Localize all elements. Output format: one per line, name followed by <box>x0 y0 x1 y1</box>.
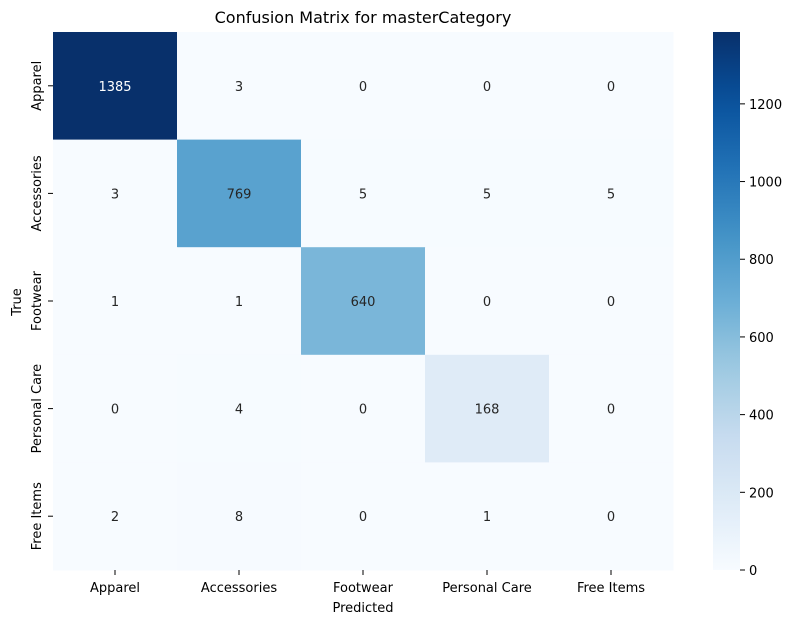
heatmap-cell <box>301 462 426 571</box>
colorbar-tick-label: 200 <box>749 486 774 501</box>
heatmap-cell <box>301 247 426 356</box>
heatmap-cell-labels: 1385 3 0 0 0 3 769 5 5 5 1 1 640 0 0 0 4 0 168 0 2 8 0 1 0 <box>98 80 615 525</box>
x-tick-label: Apparel <box>90 581 140 596</box>
colorbar-tick-label: 400 <box>749 409 774 424</box>
cell-value-label: 1 <box>111 295 119 310</box>
heatmap-cell <box>301 32 426 141</box>
cell-value-label: 1 <box>235 295 243 310</box>
heatmap-cells <box>53 32 674 571</box>
heatmap-cell <box>549 462 674 571</box>
colorbar-ticks: 0 200 400 600 800 1000 1200 <box>740 98 782 579</box>
cell-value-label: 769 <box>227 187 252 202</box>
heatmap-cell <box>425 462 550 571</box>
heatmap-cell <box>177 354 302 463</box>
cell-value-label: 0 <box>359 80 367 95</box>
cell-value-label: 0 <box>111 403 119 418</box>
heatmap-cell <box>53 139 178 248</box>
heatmap-cell <box>53 247 178 356</box>
x-tick-label: Footwear <box>333 581 394 596</box>
cell-value-label: 5 <box>607 187 615 202</box>
heatmap-cell <box>301 139 426 248</box>
heatmap-cell <box>177 139 302 248</box>
heatmap-cell <box>549 354 674 463</box>
cell-value-label: 0 <box>483 80 491 95</box>
heatmap-cell <box>53 32 178 141</box>
x-tick-label: Free Items <box>577 581 645 596</box>
chart-title: Confusion Matrix for masterCategory <box>215 8 512 27</box>
cell-value-label: 0 <box>607 403 615 418</box>
colorbar-tick-label: 0 <box>749 564 757 579</box>
x-tick-label: Accessories <box>201 581 277 596</box>
heatmap-cell <box>549 247 674 356</box>
colorbar-tick-label: 600 <box>749 331 774 346</box>
cell-value-label: 0 <box>607 510 615 525</box>
colorbar-tick-label: 1200 <box>749 98 782 113</box>
cell-value-label: 2 <box>111 510 119 525</box>
cell-value-label: 0 <box>359 510 367 525</box>
cell-value-label: 0 <box>607 80 615 95</box>
heatmap-cell <box>177 462 302 571</box>
cell-value-label: 0 <box>607 295 615 310</box>
cell-value-label: 8 <box>235 510 243 525</box>
heatmap-cell <box>301 354 426 463</box>
y-tick-label: Accessories <box>30 155 45 231</box>
heatmap-cell <box>177 32 302 141</box>
y-tick-label: Footwear <box>30 270 45 331</box>
colorbar-tick-label: 1000 <box>749 176 782 191</box>
heatmap-cell <box>177 247 302 356</box>
heatmap-cell <box>425 354 550 463</box>
cell-value-label: 4 <box>235 403 243 418</box>
y-axis: Apparel Accessories Footwear Personal Care F… <box>30 61 53 550</box>
colorbar <box>713 32 740 570</box>
y-tick-label: Free Items <box>30 482 45 550</box>
cell-value-label: 0 <box>359 403 367 418</box>
cell-value-label: 1385 <box>98 80 131 95</box>
cell-value-label: 3 <box>111 187 119 202</box>
heatmap-cell <box>53 462 178 571</box>
heatmap-cell <box>53 354 178 463</box>
cell-value-label: 640 <box>351 295 376 310</box>
x-axis-label: Predicted <box>332 601 393 616</box>
heatmap-cell <box>425 247 550 356</box>
cell-value-label: 168 <box>475 403 500 418</box>
y-axis-label: True <box>10 288 25 317</box>
heatmap-cell <box>549 139 674 248</box>
cell-value-label: 0 <box>483 295 491 310</box>
cell-value-label: 5 <box>483 187 491 202</box>
y-tick-label: Apparel <box>30 61 45 111</box>
colorbar-tick-label: 800 <box>749 253 774 268</box>
heatmap-cell <box>549 32 674 141</box>
cell-value-label: 3 <box>235 80 243 95</box>
y-tick-label: Personal Care <box>30 364 45 454</box>
x-axis: Apparel Accessories Footwear Personal Care F… <box>90 570 645 596</box>
cell-value-label: 5 <box>359 187 367 202</box>
heatmap-cell <box>425 32 550 141</box>
cell-value-label: 1 <box>483 510 491 525</box>
x-tick-label: Personal Care <box>442 581 532 596</box>
heatmap-cell <box>425 139 550 248</box>
